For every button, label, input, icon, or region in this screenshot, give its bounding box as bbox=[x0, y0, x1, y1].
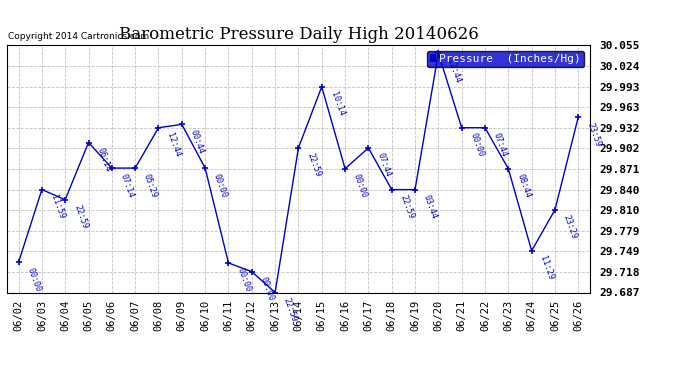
Text: 05:29: 05:29 bbox=[142, 172, 159, 199]
Text: 22:59: 22:59 bbox=[72, 204, 89, 230]
Text: 00:00: 00:00 bbox=[26, 266, 43, 293]
Text: 23:29: 23:29 bbox=[562, 214, 579, 240]
Text: 22:59: 22:59 bbox=[306, 152, 322, 178]
Text: 00:00: 00:00 bbox=[212, 172, 229, 199]
Text: 07:14: 07:14 bbox=[119, 172, 136, 199]
Text: 10:14: 10:14 bbox=[328, 91, 346, 117]
Text: 22:59: 22:59 bbox=[282, 297, 299, 323]
Text: 07:44: 07:44 bbox=[492, 132, 509, 159]
Text: 08:44: 08:44 bbox=[515, 173, 532, 200]
Text: 11:29: 11:29 bbox=[539, 255, 555, 282]
Text: 22:59: 22:59 bbox=[399, 194, 415, 220]
Text: 00:44: 00:44 bbox=[189, 129, 206, 155]
Title: Barometric Pressure Daily High 20140626: Barometric Pressure Daily High 20140626 bbox=[119, 27, 478, 44]
Text: 06:14: 06:14 bbox=[95, 147, 112, 173]
Text: 00:00: 00:00 bbox=[235, 267, 253, 294]
Text: 12:44: 12:44 bbox=[166, 132, 182, 159]
Text: 12:44: 12:44 bbox=[445, 57, 462, 84]
Text: 03:44: 03:44 bbox=[422, 194, 439, 220]
Text: 23:59: 23:59 bbox=[585, 121, 602, 148]
Legend: Pressure  (Inches/Hg): Pressure (Inches/Hg) bbox=[427, 51, 584, 68]
Text: 07:44: 07:44 bbox=[375, 152, 393, 178]
Text: Copyright 2014 Cartronics.com: Copyright 2014 Cartronics.com bbox=[8, 32, 150, 41]
Text: 00:00: 00:00 bbox=[469, 132, 486, 159]
Text: 11:59: 11:59 bbox=[49, 194, 66, 220]
Text: 00:00: 00:00 bbox=[352, 173, 369, 200]
Text: 00:00: 00:00 bbox=[259, 276, 276, 302]
